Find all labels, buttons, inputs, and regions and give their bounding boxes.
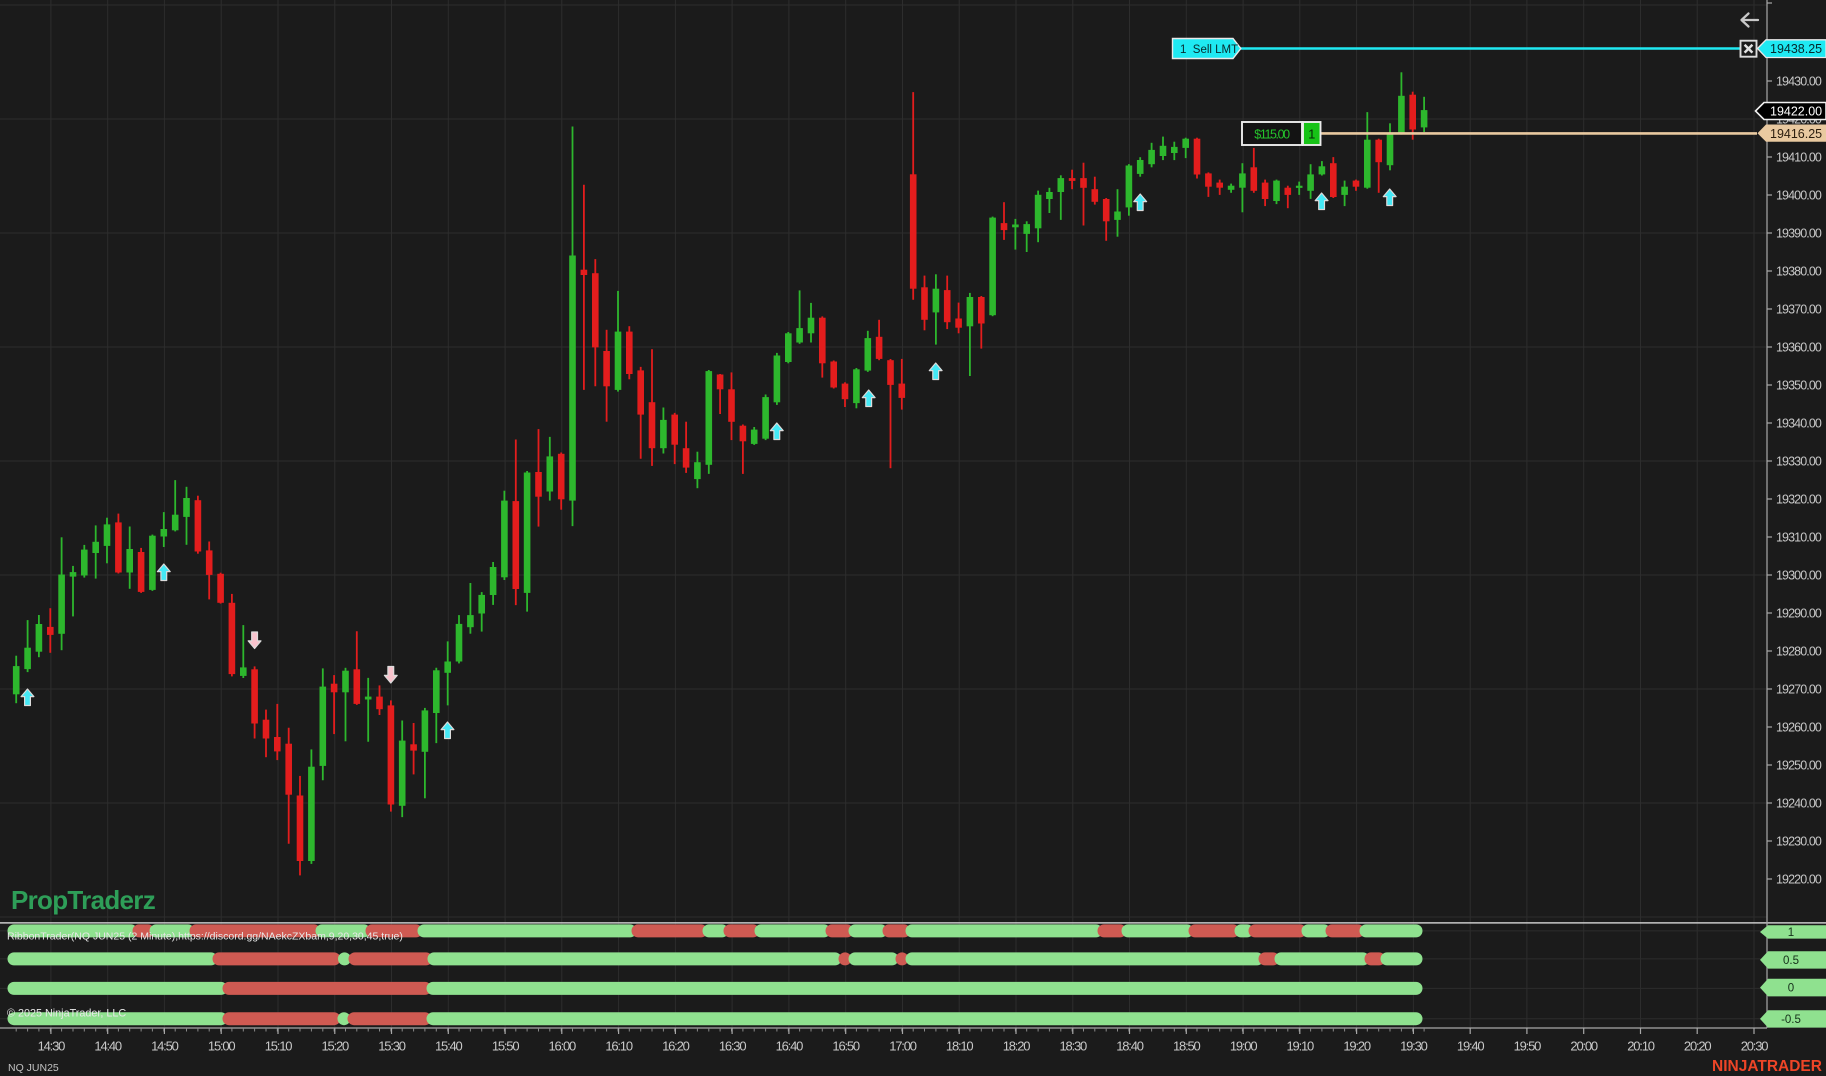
svg-text:19250.00: 19250.00	[1776, 759, 1822, 773]
svg-text:1: 1	[1308, 126, 1315, 141]
svg-text:19:40: 19:40	[1457, 1039, 1485, 1054]
svg-text:16:30: 16:30	[719, 1039, 747, 1054]
svg-text:19430.00: 19430.00	[1776, 75, 1822, 89]
svg-text:14:50: 14:50	[151, 1039, 179, 1054]
svg-text:16:10: 16:10	[605, 1039, 633, 1054]
svg-text:0: 0	[1788, 983, 1794, 995]
svg-text:1: 1	[1788, 927, 1794, 939]
svg-text:16:00: 16:00	[549, 1039, 577, 1054]
svg-text:16:40: 16:40	[776, 1039, 804, 1054]
svg-text:19:50: 19:50	[1514, 1039, 1542, 1054]
svg-text:19270.00: 19270.00	[1776, 683, 1822, 697]
svg-text:18:10: 18:10	[946, 1039, 974, 1054]
svg-text:20:10: 20:10	[1627, 1039, 1655, 1054]
svg-text:19416.25: 19416.25	[1770, 127, 1822, 141]
svg-text:19438.25: 19438.25	[1770, 42, 1822, 56]
svg-text:19390.00: 19390.00	[1776, 227, 1822, 241]
svg-text:19330.00: 19330.00	[1776, 455, 1822, 469]
svg-text:$115.00: $115.00	[1254, 127, 1290, 141]
svg-text:16:50: 16:50	[832, 1039, 860, 1054]
svg-text:15:50: 15:50	[492, 1039, 520, 1054]
svg-text:PropTraderz: PropTraderz	[11, 885, 156, 915]
svg-text:20:30: 20:30	[1741, 1039, 1769, 1054]
svg-text:18:30: 18:30	[1060, 1039, 1088, 1054]
svg-text:15:10: 15:10	[265, 1039, 293, 1054]
svg-text:19:20: 19:20	[1343, 1039, 1371, 1054]
svg-text:19320.00: 19320.00	[1776, 493, 1822, 507]
svg-text:20:00: 20:00	[1570, 1039, 1598, 1054]
svg-text:19340.00: 19340.00	[1776, 417, 1822, 431]
svg-text:15:00: 15:00	[208, 1039, 236, 1054]
svg-text:19350.00: 19350.00	[1776, 379, 1822, 393]
svg-text:RibbonTrader(NQ JUN25 (2 Minut: RibbonTrader(NQ JUN25 (2 Minute),https:/…	[7, 931, 403, 943]
svg-text:19240.00: 19240.00	[1776, 797, 1822, 811]
svg-text:17:00: 17:00	[889, 1039, 917, 1054]
svg-text:19310.00: 19310.00	[1776, 531, 1822, 545]
svg-text:18:40: 18:40	[1116, 1039, 1144, 1054]
svg-text:19280.00: 19280.00	[1776, 645, 1822, 659]
svg-text:19380.00: 19380.00	[1776, 265, 1822, 279]
svg-text:© 2025 NinjaTrader, LLC: © 2025 NinjaTrader, LLC	[7, 1008, 126, 1020]
svg-text:19422.00: 19422.00	[1770, 105, 1822, 119]
svg-text:19220.00: 19220.00	[1776, 873, 1822, 887]
svg-text:19:10: 19:10	[1287, 1039, 1315, 1054]
svg-text:15:30: 15:30	[378, 1039, 406, 1054]
svg-text:19300.00: 19300.00	[1776, 569, 1822, 583]
svg-text:19290.00: 19290.00	[1776, 607, 1822, 621]
svg-text:14:30: 14:30	[38, 1039, 66, 1054]
svg-text:15:40: 15:40	[435, 1039, 463, 1054]
svg-text:19:00: 19:00	[1230, 1039, 1258, 1054]
svg-text:19400.00: 19400.00	[1776, 189, 1822, 203]
svg-text:19:30: 19:30	[1400, 1039, 1428, 1054]
svg-text:16:20: 16:20	[662, 1039, 690, 1054]
svg-text:14:40: 14:40	[94, 1039, 122, 1054]
svg-text:18:50: 18:50	[1173, 1039, 1201, 1054]
svg-text:19370.00: 19370.00	[1776, 303, 1822, 317]
svg-text:0.5: 0.5	[1783, 955, 1799, 967]
svg-text:18:20: 18:20	[1003, 1039, 1031, 1054]
svg-text:19410.00: 19410.00	[1776, 151, 1822, 165]
svg-text:1 Sell LMT: 1 Sell LMT	[1180, 44, 1238, 56]
svg-text:15:20: 15:20	[322, 1039, 350, 1054]
svg-text:19260.00: 19260.00	[1776, 721, 1822, 735]
svg-text:NQ JUN25: NQ JUN25	[8, 1062, 59, 1074]
svg-text:19230.00: 19230.00	[1776, 835, 1822, 849]
svg-text:-0.5: -0.5	[1781, 1014, 1801, 1026]
svg-text:20:20: 20:20	[1684, 1039, 1712, 1054]
svg-text:19360.00: 19360.00	[1776, 341, 1822, 355]
svg-text:NINJATRADER: NINJATRADER	[1712, 1058, 1822, 1075]
